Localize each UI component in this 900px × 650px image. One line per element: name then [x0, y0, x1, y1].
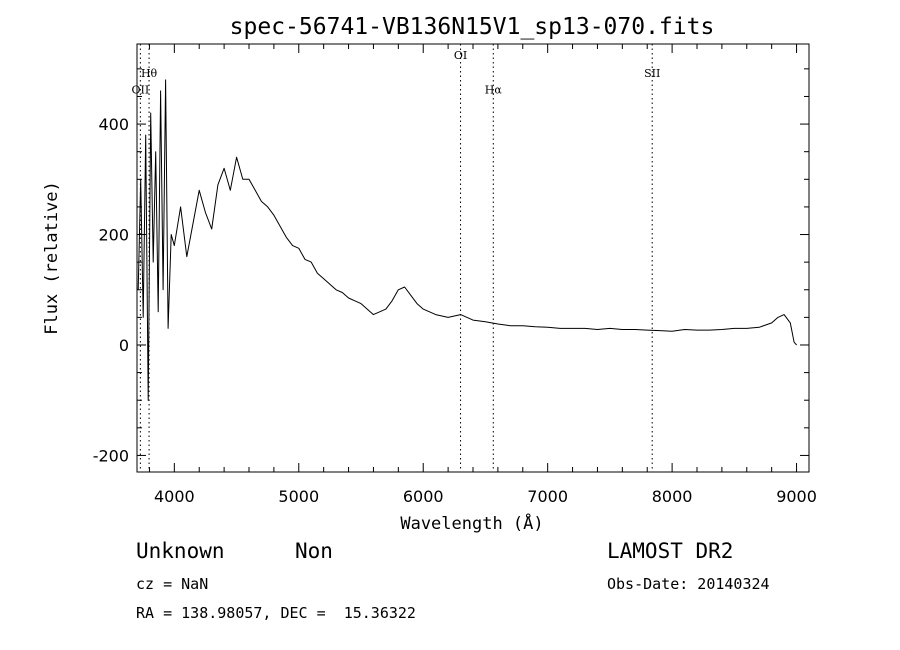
line-label-0: OII	[132, 84, 150, 97]
line-label-2: OI	[454, 49, 467, 62]
redshift-cz: cz = NaN	[136, 575, 209, 593]
x-tick-label-0: 4000	[154, 487, 195, 506]
x-tick-label-1: 5000	[278, 487, 319, 506]
x-tick-label-4: 8000	[652, 487, 693, 506]
line-label-3: Hα	[485, 84, 503, 97]
x-tick-label-3: 7000	[527, 487, 568, 506]
line-label-1: Hθ	[141, 67, 158, 80]
plot-frame	[136, 43, 810, 473]
line-label-4: SII	[644, 67, 660, 80]
y-tick-label-3: 400	[98, 115, 129, 134]
y-tick-label-0: -200	[93, 446, 129, 465]
object-class: Unknown	[136, 539, 225, 563]
observation-date: Obs-Date: 20140324	[607, 575, 770, 593]
x-axis-ticks: 4000 5000 6000 7000 8000 9000	[148, 44, 817, 506]
y-tick-label-1: 0	[119, 336, 129, 355]
y-axis-ticks: -200 0 200 400	[93, 68, 809, 465]
y-axis-label: Flux (relative)	[42, 181, 62, 335]
spectrum-line-0	[137, 79, 797, 401]
ra-dec: RA = 138.98057, DEC = 15.36322	[136, 604, 416, 622]
x-tick-label-5: 9000	[776, 487, 817, 506]
emission-lines: OII Hθ OI Hα SII	[132, 44, 660, 472]
chart-title: spec-56741-VB136N15V1_sp13-070.fits	[230, 14, 715, 40]
spectrum-series	[137, 79, 797, 401]
x-tick-label-2: 6000	[403, 487, 444, 506]
object-subclass: Non	[295, 539, 333, 563]
y-tick-label-2: 200	[98, 226, 129, 245]
x-axis-label: Wavelength (Å)	[400, 512, 543, 534]
survey-name: LAMOST DR2	[607, 539, 734, 563]
